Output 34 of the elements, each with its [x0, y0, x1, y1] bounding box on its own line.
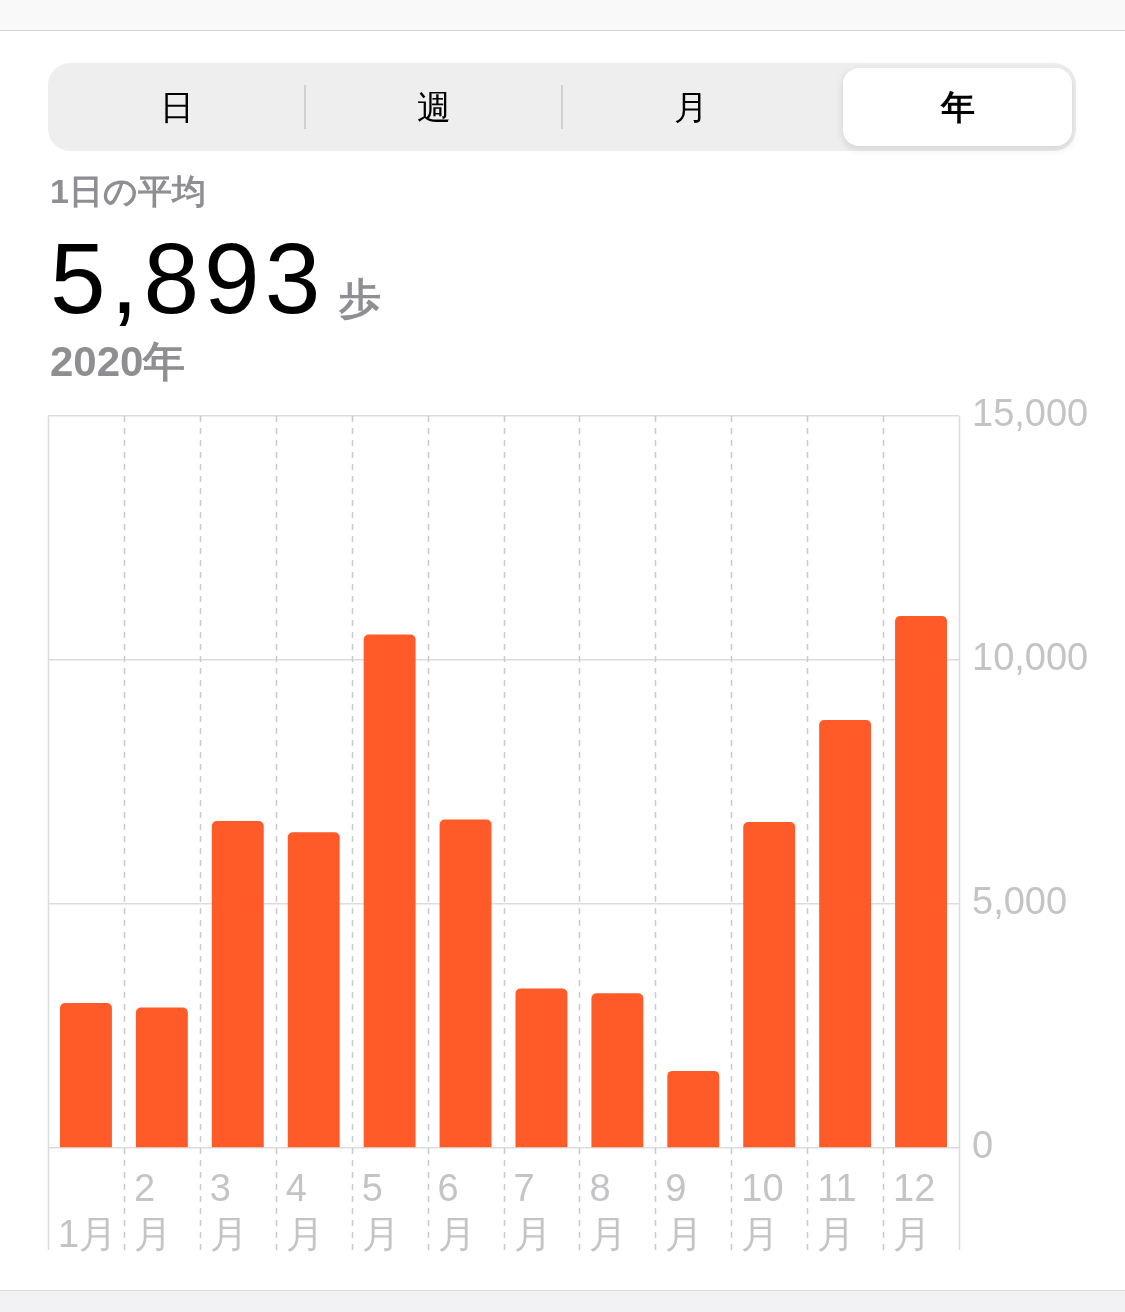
- bar: [743, 822, 796, 1148]
- bar: [819, 720, 872, 1148]
- x-tick-label: 12月: [893, 1167, 936, 1255]
- y-tick-label: 0: [972, 1124, 994, 1167]
- x-tick-label: 4月: [285, 1167, 324, 1255]
- bar: [895, 616, 948, 1148]
- selected-segment: 年: [843, 68, 1072, 146]
- x-tick-label: 9月: [665, 1167, 704, 1255]
- y-tick-label: 15,000: [972, 392, 1089, 435]
- x-tick-label: 5月: [361, 1167, 400, 1255]
- text: 1日の平均: [50, 172, 206, 210]
- text: 2020年: [50, 338, 186, 385]
- text: 5,893: [50, 222, 326, 334]
- bar: [287, 832, 340, 1148]
- bar: [667, 1070, 720, 1148]
- x-tick-label: 11月: [817, 1167, 857, 1255]
- x-tick-label: 1月: [58, 1212, 118, 1255]
- segmented-control: 日 週 月 年: [48, 63, 1076, 151]
- bar: [591, 993, 644, 1148]
- text: 歩: [339, 275, 382, 322]
- bar: [363, 634, 416, 1148]
- bar: [135, 1007, 188, 1148]
- bar: [60, 1003, 112, 1148]
- x-tick-label: 2月: [133, 1167, 172, 1255]
- bar: [439, 819, 492, 1148]
- x-tick-label: 6月: [437, 1167, 476, 1255]
- y-tick-label: 10,000: [972, 636, 1089, 679]
- bar: [211, 821, 264, 1148]
- x-tick-label: 10月: [741, 1167, 784, 1255]
- y-tick-label: 5,000: [972, 880, 1068, 923]
- x-tick-label: 8月: [589, 1167, 628, 1255]
- x-tick-label: 3月: [209, 1167, 248, 1255]
- bar: [515, 988, 568, 1148]
- x-tick-label: 7月: [513, 1167, 552, 1255]
